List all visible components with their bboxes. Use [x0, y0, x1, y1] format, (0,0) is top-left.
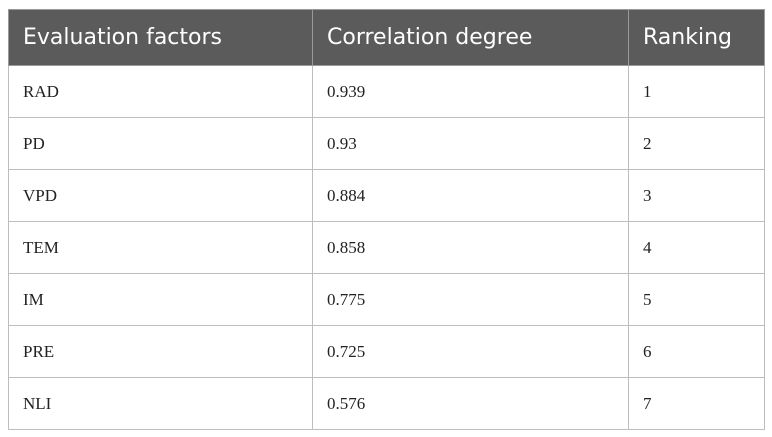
table-row: TEM 0.858 4	[8, 221, 765, 274]
table-cell: 0.858	[312, 221, 629, 274]
table-cell: IM	[8, 273, 313, 326]
table-row: NLI 0.576 7	[8, 377, 765, 430]
header-cell: Evaluation factors	[8, 9, 313, 66]
table-row: PD 0.93 2	[8, 117, 765, 170]
table-cell: VPD	[8, 169, 313, 222]
table-cell: 0.939	[312, 65, 629, 118]
table-row: VPD 0.884 3	[8, 169, 765, 222]
table-cell: PRE	[8, 325, 313, 378]
table-cell: 7	[628, 377, 765, 430]
table-cell: 2	[628, 117, 765, 170]
table-row: RAD 0.939 1	[8, 65, 765, 118]
table-cell: 0.576	[312, 377, 629, 430]
table-cell: NLI	[8, 377, 313, 430]
table-cell: 0.884	[312, 169, 629, 222]
table-row: PRE 0.725 6	[8, 325, 765, 378]
table-header: Evaluation factors Correlation degree Rank…	[8, 9, 765, 66]
table-cell: 3	[628, 169, 765, 222]
table-cell: 0.775	[312, 273, 629, 326]
header-cell: Ranking	[628, 9, 765, 66]
table-cell: 0.725	[312, 325, 629, 378]
table-cell: 1	[628, 65, 765, 118]
table-cell: 4	[628, 221, 765, 274]
data-table: Evaluation factors Correlation degree Rank…	[8, 9, 765, 430]
table-row: IM 0.775 5	[8, 273, 765, 326]
table-body: RAD 0.939 1 PD 0.93 2 VPD 0.884 3 TEM 0.858 4 IM 0.77…	[8, 65, 765, 430]
table-cell: RAD	[8, 65, 313, 118]
table-cell: 6	[628, 325, 765, 378]
table-cell: 5	[628, 273, 765, 326]
table-cell: PD	[8, 117, 313, 170]
header-row: Evaluation factors Correlation degree Rank…	[8, 9, 765, 66]
header-cell: Correlation degree	[312, 9, 629, 66]
table-cell: 0.93	[312, 117, 629, 170]
table-cell: TEM	[8, 221, 313, 274]
